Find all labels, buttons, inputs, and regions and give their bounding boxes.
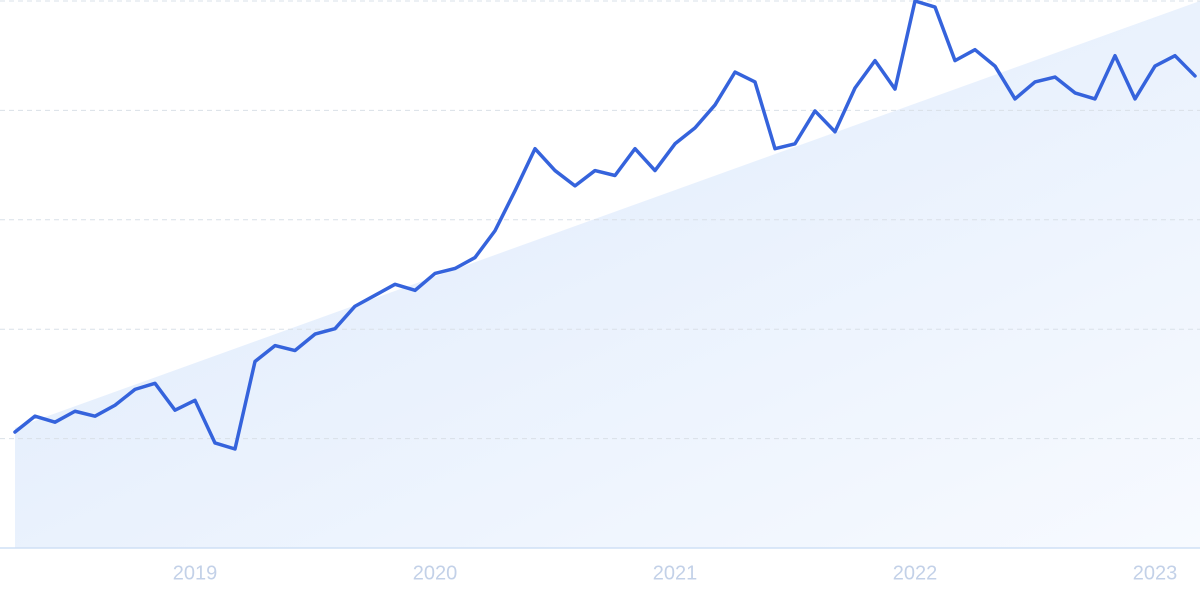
x-tick-label: 2021 bbox=[653, 562, 698, 584]
x-tick-label: 2019 bbox=[173, 562, 218, 584]
x-tick-label: 2020 bbox=[413, 562, 458, 584]
x-tick-label: 2023 bbox=[1133, 562, 1178, 584]
x-tick-label: 2022 bbox=[893, 562, 938, 584]
trend-line bbox=[13, 0, 1197, 451]
trend-area bbox=[15, 1, 1200, 548]
